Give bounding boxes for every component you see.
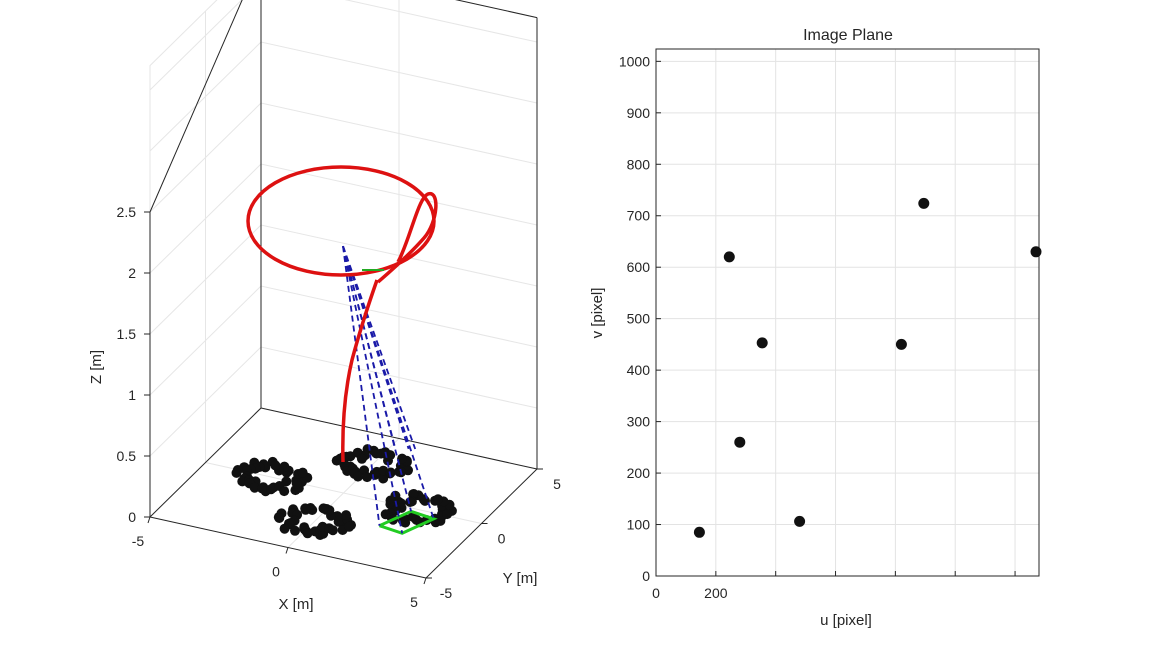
- world-point: [353, 471, 363, 482]
- image-point: [1030, 246, 1042, 258]
- x-axis-label: X [m]: [278, 596, 313, 613]
- world-point: [341, 510, 352, 521]
- world-point: [249, 482, 260, 493]
- field-of-view-lines: [342, 245, 435, 534]
- u-tick-label: 0: [652, 585, 660, 601]
- world-point: [297, 467, 308, 478]
- x-tick-mark: [147, 516, 151, 524]
- v-tick-label: 500: [627, 311, 651, 327]
- fov-line: [342, 245, 435, 520]
- axes-3d: [149, 0, 538, 579]
- trajectory-loop: [376, 192, 438, 284]
- axis-edge: [149, 0, 243, 213]
- v-tick-label: 900: [627, 105, 651, 121]
- z-tick-label: 0.5: [117, 448, 137, 464]
- x-tick-label: 0: [272, 564, 280, 580]
- world-point: [371, 448, 382, 459]
- world-point: [279, 486, 290, 497]
- image-plane-title: Image Plane: [803, 27, 893, 44]
- u-tick-label: 200: [704, 585, 728, 601]
- z-tick-label: 2: [128, 265, 136, 281]
- z-gridline: [149, 285, 538, 396]
- world-point: [344, 521, 355, 532]
- axis-edge: [260, 407, 538, 470]
- v-tick-label: 1000: [619, 53, 650, 69]
- world-point: [318, 503, 329, 514]
- world-point: [405, 497, 416, 507]
- v-tick-label: 400: [627, 362, 651, 378]
- axis-edge: [149, 407, 262, 518]
- world-point: [356, 453, 367, 464]
- v-tick-label: 100: [627, 517, 651, 533]
- image-points: [693, 197, 1042, 538]
- y-tick-label: -5: [440, 585, 453, 601]
- world-point: [362, 472, 373, 483]
- fov-line: [342, 245, 397, 449]
- z-tick-label: 1.5: [117, 326, 137, 342]
- z-tick-label: 0: [128, 509, 136, 525]
- v-tick-label: 0: [642, 568, 650, 584]
- v-tick-label: 800: [627, 156, 651, 172]
- fov-line: [342, 245, 417, 450]
- v-tick-label: 600: [627, 259, 651, 275]
- x-tick-label: -5: [132, 533, 145, 549]
- world-point: [279, 523, 290, 534]
- image-point: [794, 515, 806, 527]
- image-point: [723, 251, 735, 263]
- z-axis-label: Z [m]: [88, 350, 105, 384]
- trajectory-tail: [341, 279, 379, 463]
- world-point: [327, 525, 338, 536]
- world-point: [281, 476, 292, 487]
- v-axis-label: v [pixel]: [589, 288, 606, 339]
- image-point: [734, 436, 746, 448]
- z-tick-label: 1: [128, 387, 136, 403]
- v-tick-label: 700: [627, 208, 651, 224]
- z-gridline: [149, 224, 538, 335]
- v-tick-label: 200: [627, 465, 651, 481]
- z-tick-label: 2.5: [117, 204, 137, 220]
- x-tick-mark: [423, 577, 427, 585]
- world-point: [270, 460, 281, 471]
- fov-line: [342, 246, 381, 526]
- fov-line: [342, 246, 404, 534]
- x-tick-label: 5: [410, 594, 418, 610]
- image-point: [895, 338, 907, 350]
- y-axis-label: Y [m]: [503, 570, 538, 587]
- world-point: [231, 467, 242, 478]
- world-points: [231, 444, 457, 540]
- world-point: [397, 453, 408, 464]
- z-gridline: [149, 102, 538, 213]
- image-point: [756, 337, 768, 349]
- z-gridline: [149, 0, 538, 91]
- world-point: [385, 467, 396, 478]
- y-tick-label: 0: [498, 531, 506, 547]
- image-point: [693, 526, 705, 538]
- world-point: [274, 513, 285, 523]
- world-point: [300, 504, 311, 515]
- world-point: [291, 478, 302, 489]
- image-plane-frame: [655, 48, 1040, 577]
- world-point: [400, 517, 411, 528]
- x-tick-mark: [285, 547, 289, 554]
- scene-3d-plot: -5 0 5 -5 0 5 0 0.5 1 1.5 2 2.5 X [m] Y [m] Z [m]: [88, 0, 561, 613]
- camera-trajectory: [246, 165, 438, 463]
- world-point: [331, 455, 342, 466]
- z-gridline: [149, 41, 538, 152]
- image-plane-area: [656, 49, 1039, 576]
- v-tick-label: 300: [627, 414, 651, 430]
- y-tick-label: 5: [553, 476, 561, 492]
- grid-2d: [656, 49, 1039, 576]
- axis-edge: [455, 0, 538, 19]
- u-axis-label: u [pixel]: [820, 612, 872, 629]
- ticks-2d: 0 100 200 300 400 500 600 700 800 900 1000 0 200: [619, 53, 1016, 601]
- world-point: [442, 509, 453, 520]
- camera-footprint: [378, 509, 438, 535]
- image-point: [918, 197, 930, 209]
- world-point: [433, 494, 443, 505]
- fov-line: [342, 245, 410, 450]
- world-point: [290, 525, 300, 536]
- ticks-3d: -5 0 5 -5 0 5 0 0.5 1 1.5 2 2.5: [117, 204, 562, 610]
- image-plane-plot: 0 100 200 300 400 500 600 700 800 900 1000 0 200 Ima…: [589, 27, 1042, 629]
